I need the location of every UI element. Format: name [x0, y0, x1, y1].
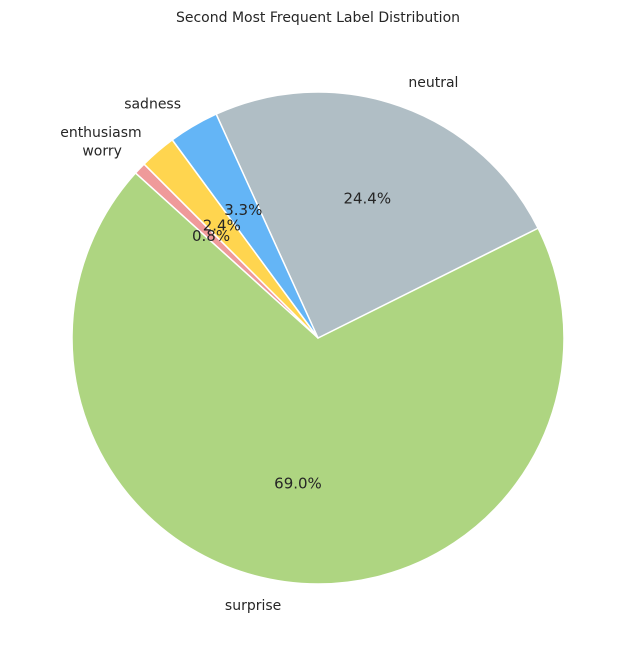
slice-label-surprise: surprise: [225, 598, 281, 614]
pie-slice-enthusiasm: [143, 139, 319, 339]
pie-slices: [71, 91, 565, 585]
chart-title: Second Most Frequent Label Distribution: [176, 10, 460, 26]
slice-label-neutral: neutral: [408, 75, 458, 91]
slice-label-sadness: sadness: [124, 97, 181, 113]
pie-labels: worry 0.8% surprise 69.0% neutral 24.4% sadnes…: [60, 75, 458, 614]
slice-percent-worry: 0.8%: [192, 227, 230, 245]
pie-slice-surprise: [71, 172, 565, 585]
slice-label-worry: worry: [82, 144, 122, 160]
slice-percent-enthusiasm: 2.4%: [203, 217, 241, 235]
slice-percent-surprise: 69.0%: [274, 475, 322, 493]
slice-label-enthusiasm: enthusiasm: [60, 125, 141, 141]
slice-percent-neutral: 24.4%: [343, 189, 391, 207]
slice-percent-sadness: 3.3%: [224, 201, 262, 219]
pie-slice-neutral: [215, 91, 539, 339]
